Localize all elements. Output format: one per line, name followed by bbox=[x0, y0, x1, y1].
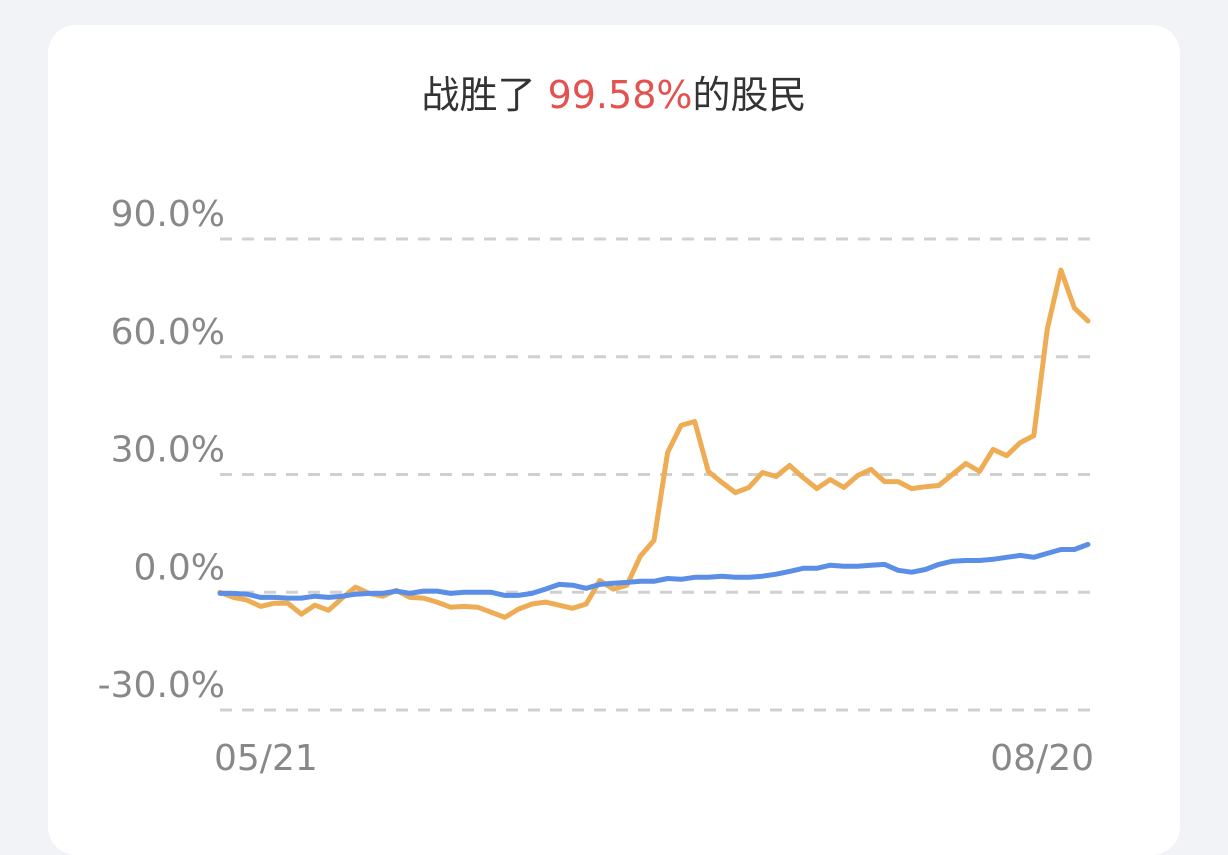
title-highlight: 99.58% bbox=[548, 73, 693, 117]
chart-title: 战胜了 99.58%的股民 bbox=[421, 73, 806, 117]
line-series bbox=[217, 267, 1091, 620]
y-tick-label: -30.0% bbox=[98, 665, 225, 706]
x-tick-label: 08/20 bbox=[990, 738, 1094, 779]
line-series bbox=[217, 541, 1091, 601]
y-tick-label: 0.0% bbox=[134, 547, 225, 588]
title-suffix: 的股民 bbox=[692, 73, 806, 117]
y-tick-label: 90.0% bbox=[111, 194, 225, 235]
chart: 战胜了 99.58%的股民 -30.0% 0.0% 30.0% 60.0% 90.0% 0… bbox=[98, 73, 1094, 779]
title-prefix: 战胜了 bbox=[421, 73, 547, 117]
y-tick-label: 60.0% bbox=[111, 312, 225, 353]
card bbox=[48, 25, 1180, 855]
page: {"chart_data": {"type": "line", "title":… bbox=[48, 25, 1180, 855]
x-tick-label: 05/21 bbox=[214, 738, 318, 779]
y-tick-label: 30.0% bbox=[111, 430, 225, 471]
